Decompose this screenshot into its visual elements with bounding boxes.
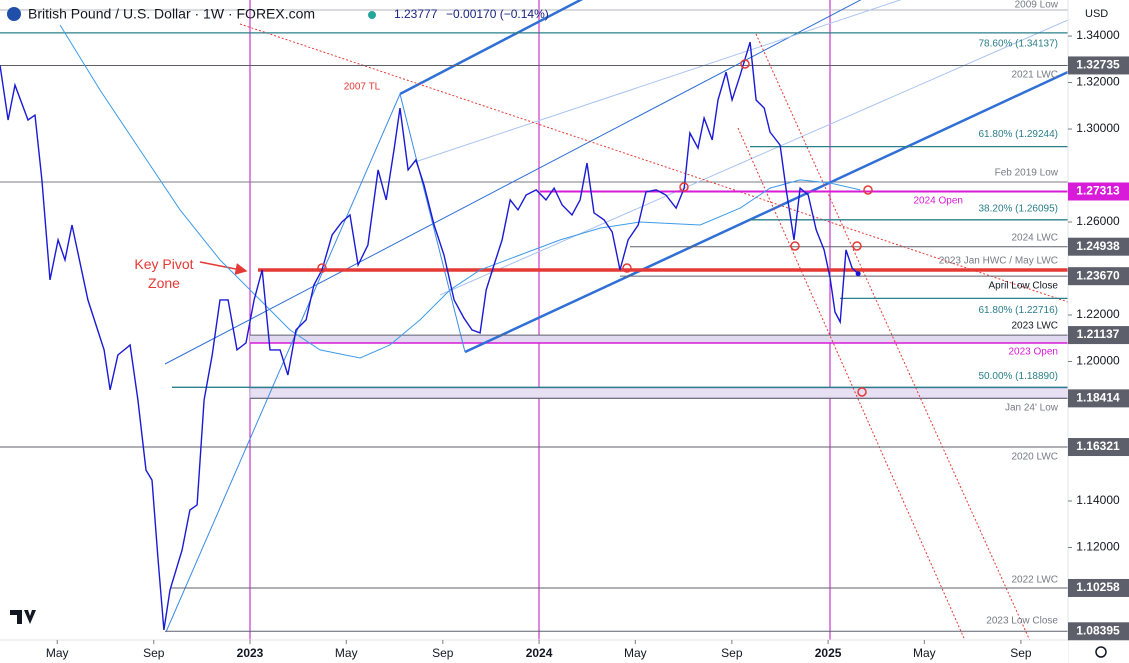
dynamic-layer: 78.60% (1.34137) 61.80% (1.29244) 38.20% (… <box>0 24 1068 632</box>
level-tag-label: 1.10258 <box>1076 580 1120 594</box>
x-tick-label: Sep <box>721 646 743 660</box>
price-change: −0.00170 (−0.14%) <box>446 7 549 21</box>
zone-band <box>249 387 1068 399</box>
y-tick-label: 1.20000 <box>1076 354 1120 368</box>
logo <box>10 610 36 624</box>
moving-average <box>59 24 861 359</box>
level-note: 2024 Open <box>914 196 964 207</box>
x-tick-label: May <box>335 646 358 660</box>
zone-band <box>250 335 1068 343</box>
fib-label: 61.80% (1.29244) <box>978 129 1058 140</box>
x-tick-label: May <box>46 646 69 660</box>
currency-label: USD <box>1085 8 1108 20</box>
y-tick-label: 1.30000 <box>1076 121 1120 135</box>
x-tick-label: Sep <box>1010 646 1032 660</box>
pitchfork-line <box>399 93 466 353</box>
channel-line <box>464 70 1068 354</box>
level-note: 2020 LWC <box>1011 452 1058 463</box>
x-tick-label: 2024 <box>526 646 553 660</box>
pitchfork-line <box>165 93 401 633</box>
level-note: April Low Close <box>989 281 1059 292</box>
level-note: Feb 2019 Low <box>995 168 1059 179</box>
channel-line <box>399 0 584 96</box>
last-price: 1.23777 <box>394 7 438 21</box>
pivot-label: Key Pivot Zone <box>134 256 194 291</box>
level-tag-label: 1.21137 <box>1077 327 1120 341</box>
x-axis-panel <box>0 640 1068 663</box>
channel-line <box>164 0 862 365</box>
symbol-title: British Pound / U.S. Dollar · 1W · FOREX… <box>28 6 315 22</box>
x-tick-label: May <box>913 646 936 660</box>
trendline <box>239 23 1068 303</box>
touch-marker <box>863 185 873 195</box>
pivot-arrow <box>199 261 248 275</box>
level-tag <box>1068 622 1129 641</box>
level-note: 2022 LWC <box>1011 575 1058 586</box>
fib-label: 50.00% (1.18890) <box>978 371 1058 382</box>
channel-line <box>414 0 902 163</box>
level-note: 2023 Low Close <box>986 616 1058 627</box>
y-tick-label: 1.32000 <box>1076 75 1120 89</box>
level-tag-label: 1.18414 <box>1076 391 1120 405</box>
settings-icon[interactable] <box>1095 646 1107 658</box>
level-note: 2023 Open <box>1009 347 1059 358</box>
trendline <box>737 127 966 640</box>
touch-marker <box>317 263 327 273</box>
touch-markers <box>317 59 873 397</box>
x-tick-label: Sep <box>143 646 165 660</box>
touch-marker <box>852 241 862 251</box>
fib-label: 38.20% (1.26095) <box>978 203 1058 214</box>
axes: 1.34000 1.32000 1.30000 1.26000 1.22000 1.200… <box>46 28 1129 660</box>
level-note: 2021 LWC <box>1011 70 1058 81</box>
plot-area: 78.60% (1.34137) 61.80% (1.29244) 38.20% (… <box>0 0 1068 640</box>
touch-marker <box>622 263 632 273</box>
level-tag <box>1068 237 1129 256</box>
status-dot <box>368 11 376 19</box>
level-tag <box>1068 326 1129 345</box>
level-tag-label: 1.27313 <box>1076 184 1120 198</box>
y-tick-label: 1.22000 <box>1076 307 1120 321</box>
last-point <box>855 271 861 277</box>
level-note: Jan 24' Low <box>1005 403 1059 414</box>
touch-marker <box>679 182 689 192</box>
x-tick-label: May <box>624 646 647 660</box>
level-tag-label: 1.16321 <box>1076 439 1120 453</box>
fib-label: 78.60% (1.34137) <box>978 38 1058 49</box>
level-note: 2023 Jan HWC / May LWC <box>939 256 1058 267</box>
level-tag <box>1068 56 1129 75</box>
trendline <box>755 33 1031 640</box>
touch-marker <box>857 387 867 397</box>
y-tick-label: 1.34000 <box>1076 28 1120 42</box>
level-tag-label: 1.32735 <box>1076 58 1120 72</box>
flag-icon <box>7 7 21 21</box>
touch-marker <box>740 59 750 69</box>
level-tag-label: 1.08395 <box>1076 623 1120 637</box>
x-tick-label: Sep <box>432 646 454 660</box>
touch-marker <box>790 241 800 251</box>
level-tag <box>1068 438 1129 457</box>
x-tick-label: 2023 <box>237 646 264 660</box>
level-tag <box>1068 182 1129 201</box>
fib-label: 61.80% (1.22716) <box>978 305 1058 316</box>
price-line <box>0 41 859 631</box>
y-tick-label: 1.14000 <box>1076 493 1120 507</box>
y-tick-label: 1.12000 <box>1076 540 1120 554</box>
level-tag-label: 1.24938 <box>1076 239 1120 253</box>
level-tag <box>1068 578 1129 597</box>
x-tick-label: 2025 <box>815 646 842 660</box>
trendline-label: 2007 TL <box>344 82 381 93</box>
level-note: 2023 LWC <box>1011 321 1058 332</box>
level-tag <box>1068 389 1129 408</box>
level-note: 2024 LWC <box>1011 233 1058 244</box>
channel-line <box>439 19 1068 296</box>
level-tag <box>1068 267 1129 286</box>
level-tag-label: 1.23670 <box>1076 268 1120 282</box>
y-tick-label: 1.26000 <box>1076 214 1120 228</box>
level-note: 2009 Low <box>1015 0 1059 11</box>
